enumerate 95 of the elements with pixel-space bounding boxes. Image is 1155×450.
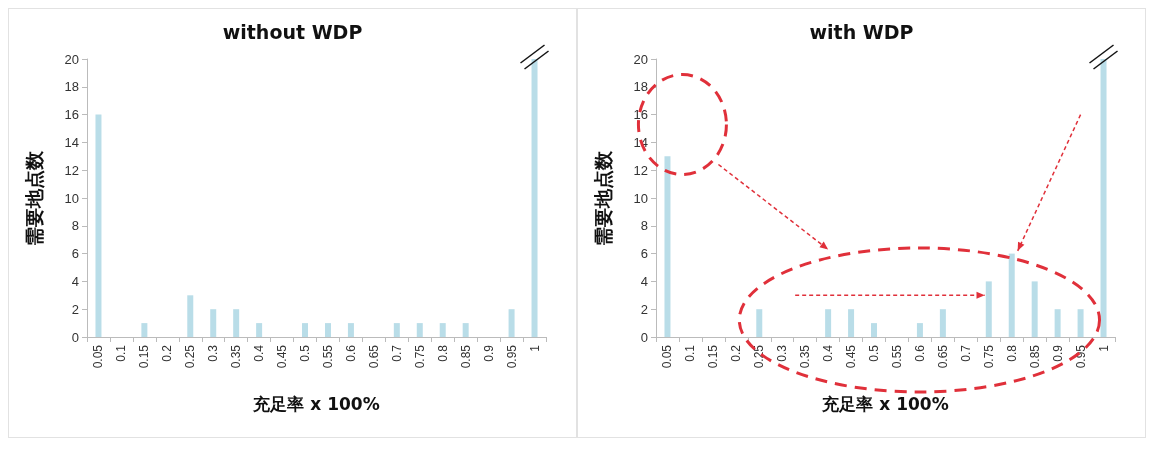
x-tick-label: 0.35 — [229, 344, 244, 369]
y-tick-label: 16 — [64, 107, 79, 123]
bar — [1031, 281, 1038, 337]
x-tick-label: 0.85 — [458, 344, 473, 369]
y-tick-label: 6 — [71, 246, 79, 262]
bar — [347, 323, 354, 337]
bar — [871, 323, 878, 337]
y-tick-label: 12 — [64, 162, 79, 178]
x-axis-title: 充足率 x 100% — [821, 393, 949, 414]
x-tick-label: 0.25 — [752, 344, 767, 369]
bar — [233, 309, 240, 337]
y-tick-label: 4 — [640, 273, 648, 289]
y-axis-title: 需要地点数 — [591, 149, 614, 246]
bar — [531, 59, 538, 337]
chart-title: without WDP — [222, 20, 363, 43]
x-tick-label: 0.8 — [435, 344, 450, 362]
x-tick-label: 0.4 — [252, 344, 267, 362]
x-tick-label: 0.5 — [298, 344, 313, 362]
y-tick-label: 18 — [633, 79, 648, 95]
y-tick-label: 16 — [633, 107, 648, 123]
bar — [1054, 309, 1061, 337]
x-tick-label: 0.3 — [206, 344, 221, 362]
x-tick-label: 0.4 — [821, 344, 836, 362]
x-tick-label: 0.15 — [137, 344, 152, 369]
x-tick-label: 0.55 — [320, 344, 335, 369]
y-tick-label: 0 — [71, 329, 79, 345]
bar — [508, 309, 515, 337]
y-tick-label: 18 — [64, 79, 79, 95]
y-tick-label: 20 — [64, 51, 79, 67]
y-tick-label: 6 — [640, 246, 648, 262]
bar — [439, 323, 446, 337]
bar — [1100, 59, 1107, 337]
bar — [1077, 309, 1084, 337]
y-tick-label: 0 — [640, 329, 648, 345]
y-tick-label: 10 — [64, 190, 79, 206]
bar — [1008, 253, 1015, 337]
bar — [756, 309, 763, 337]
bar — [141, 323, 148, 337]
bar — [302, 323, 309, 337]
bar — [324, 323, 331, 337]
x-tick-label: 0.25 — [183, 344, 198, 369]
x-tick-label: 0.1 — [114, 344, 129, 362]
x-tick-label: 0.5 — [867, 344, 882, 362]
bar — [664, 156, 671, 337]
x-tick-label: 0.95 — [504, 344, 519, 369]
bar — [393, 323, 400, 337]
x-tick-label: 1 — [527, 344, 542, 352]
bar — [256, 323, 263, 337]
x-tick-label: 0.65 — [366, 344, 381, 369]
bar — [187, 295, 194, 337]
x-tick-label: 0.05 — [91, 344, 106, 369]
x-tick-label: 0.55 — [889, 344, 904, 369]
y-tick-label: 8 — [640, 218, 648, 234]
x-tick-label: 0.6 — [912, 344, 927, 362]
bar — [462, 323, 469, 337]
x-tick-label: 0.35 — [798, 344, 813, 369]
bar — [985, 281, 992, 337]
y-tick-label: 14 — [64, 134, 79, 150]
x-tick-label: 0.05 — [660, 344, 675, 369]
x-tick-label: 0.9 — [1050, 344, 1065, 362]
y-axis-title: 需要地点数 — [22, 149, 45, 246]
x-tick-label: 0.75 — [412, 344, 427, 369]
x-tick-label: 0.45 — [844, 344, 859, 369]
bar — [416, 323, 423, 337]
bar — [210, 309, 217, 337]
bar — [95, 114, 102, 337]
x-tick-label: 0.2 — [160, 344, 175, 362]
chart-title: with WDP — [809, 20, 914, 43]
y-tick-label: 10 — [633, 190, 648, 206]
x-tick-label: 0.3 — [775, 344, 790, 362]
y-tick-label: 4 — [71, 273, 79, 289]
x-tick-label: 0.1 — [683, 344, 698, 362]
y-tick-label: 20 — [633, 51, 648, 67]
x-tick-label: 0.7 — [958, 344, 973, 362]
x-tick-label: 0.2 — [729, 344, 744, 362]
y-tick-label: 2 — [640, 301, 648, 317]
bar — [916, 323, 923, 337]
bar — [825, 309, 832, 337]
y-tick-label: 12 — [633, 162, 648, 178]
x-tick-label: 0.7 — [389, 344, 404, 362]
x-tick-label: 0.75 — [981, 344, 996, 369]
y-tick-label: 2 — [71, 301, 79, 317]
bar — [939, 309, 946, 337]
x-tick-label: 1 — [1096, 344, 1111, 352]
x-tick-label: 0.95 — [1073, 344, 1088, 369]
x-tick-label: 0.85 — [1027, 344, 1042, 369]
y-tick-label: 8 — [71, 218, 79, 234]
x-tick-label: 0.9 — [481, 344, 496, 362]
x-tick-label: 0.15 — [706, 344, 721, 369]
x-tick-label: 0.65 — [935, 344, 950, 369]
x-tick-label: 0.45 — [275, 344, 290, 369]
bar — [848, 309, 855, 337]
x-axis-title: 充足率 x 100% — [252, 393, 380, 414]
x-tick-label: 0.6 — [343, 344, 358, 362]
x-tick-label: 0.8 — [1004, 344, 1019, 362]
